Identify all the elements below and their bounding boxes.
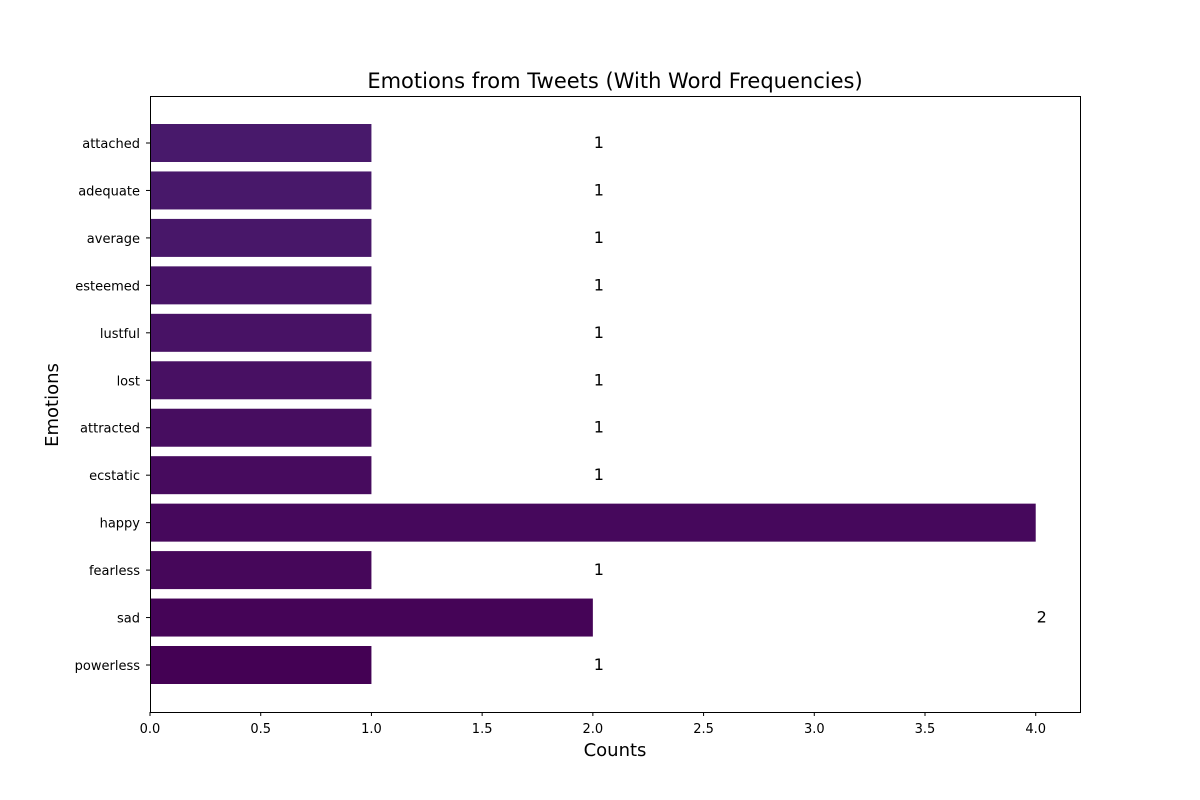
bar-happy	[150, 503, 1036, 542]
y-tick-label: lost	[117, 374, 140, 389]
data-label: 1	[594, 370, 604, 389]
y-tick-labels: powerless sad fearless happy ecstatic attract…	[75, 137, 150, 674]
bar-esteemed	[150, 266, 372, 305]
x-tick-label: 1.0	[361, 722, 382, 737]
y-axis-title: Emotions	[42, 363, 63, 447]
x-tick-label: 2.5	[693, 722, 714, 737]
y-tick-label: adequate	[78, 184, 140, 199]
data-label: 1	[594, 655, 604, 674]
bar-attracted	[150, 408, 372, 447]
x-tick-label: 2.0	[583, 722, 604, 737]
bar-lustful	[150, 313, 372, 352]
bar-sad	[150, 598, 593, 637]
y-tick-label: esteemed	[75, 279, 140, 294]
x-axis-title: Counts	[584, 740, 647, 761]
x-tick-label: 1.5	[472, 722, 493, 737]
x-tick-label: 3.0	[804, 722, 825, 737]
y-tick-label: happy	[100, 517, 141, 532]
data-label: 1	[594, 560, 604, 579]
y-tick-label: powerless	[75, 659, 141, 674]
bar-ecstatic	[150, 456, 372, 495]
x-tick-label: 4.0	[1025, 722, 1046, 737]
bar-average	[150, 218, 372, 257]
x-tick-label: 3.5	[915, 722, 936, 737]
bars-group	[150, 124, 1036, 684]
x-ticks: 0.0 0.5 1.0 1.5 2.0 2.5 3.0 3.5 4.0	[140, 712, 1046, 737]
bar-adequate	[150, 171, 372, 210]
data-label: 2	[1037, 608, 1047, 627]
bar-powerless	[150, 646, 372, 684]
data-labels: 1 2 1 1 1 1 1 1 1 1 1	[594, 133, 1047, 674]
x-tick-label: 0.0	[140, 722, 161, 737]
plot-frame	[150, 96, 1081, 713]
data-label: 1	[594, 418, 604, 437]
data-label: 1	[594, 133, 604, 152]
y-tick-label: average	[87, 232, 140, 247]
x-tick-label: 0.5	[250, 722, 271, 737]
bar-fearless	[150, 551, 372, 590]
y-tick-label: fearless	[89, 564, 140, 579]
y-tick-label: attached	[82, 137, 140, 152]
y-tick-label: attracted	[80, 422, 140, 437]
y-tick-label: ecstatic	[89, 469, 140, 484]
data-label: 1	[594, 228, 604, 247]
data-label: 1	[594, 275, 604, 294]
y-tick-label: lustful	[100, 327, 140, 342]
chart-title: Emotions from Tweets (With Word Frequenc…	[367, 69, 862, 93]
data-label: 1	[594, 180, 604, 199]
bar-attached	[150, 124, 372, 162]
y-tick-label: sad	[117, 612, 140, 627]
bar-lost	[150, 361, 372, 400]
data-label: 1	[594, 323, 604, 342]
data-label: 1	[594, 465, 604, 484]
